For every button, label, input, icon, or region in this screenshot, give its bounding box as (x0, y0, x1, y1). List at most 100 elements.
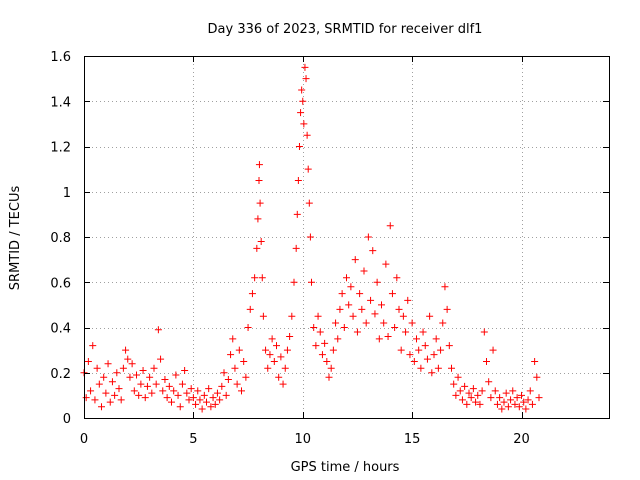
data-point (419, 328, 427, 336)
data-point (141, 394, 149, 402)
data-point (113, 369, 121, 377)
data-point (367, 296, 375, 304)
data-point (463, 400, 471, 408)
data-point (205, 385, 213, 393)
data-point (273, 342, 280, 350)
data-point (498, 405, 506, 413)
data-point (417, 364, 425, 372)
data-point (393, 274, 401, 282)
data-point (135, 391, 143, 399)
data-point (255, 176, 263, 184)
data-point (266, 351, 274, 359)
data-point (84, 357, 92, 365)
data-point (203, 398, 210, 406)
data-point (93, 364, 101, 372)
data-point (415, 346, 423, 354)
data-point (325, 373, 333, 381)
data-point (323, 357, 331, 365)
data-point (515, 403, 523, 411)
data-point (345, 301, 353, 309)
data-point (362, 319, 370, 327)
y-tick-label: 1.6 (50, 50, 71, 65)
data-point (194, 387, 202, 395)
data-point (496, 394, 504, 402)
data-point (504, 403, 512, 411)
axis-ticks (84, 56, 609, 419)
data-point (358, 305, 366, 313)
data-point (443, 305, 451, 313)
data-point (115, 385, 123, 393)
data-point (262, 346, 270, 354)
y-tick-label: 1.2 (50, 141, 71, 156)
data-point (302, 75, 310, 83)
data-point (402, 328, 410, 336)
data-point (369, 247, 377, 255)
data-point (487, 394, 495, 402)
data-point (520, 398, 528, 406)
data-point (347, 283, 355, 291)
data-point (100, 373, 108, 381)
data-point (220, 369, 228, 377)
data-point (318, 351, 326, 359)
data-points (80, 63, 543, 413)
data-point (373, 278, 381, 286)
data-point (146, 373, 154, 381)
data-point (371, 310, 379, 318)
y-tick-label: 0.4 (50, 322, 71, 337)
data-point (124, 355, 132, 363)
data-point (119, 364, 127, 372)
data-point (82, 394, 90, 402)
data-point (522, 405, 530, 413)
data-point (143, 382, 151, 390)
data-point (277, 353, 285, 361)
data-point (148, 389, 156, 397)
data-point (168, 398, 175, 406)
plot-frame (84, 56, 610, 419)
data-point (95, 380, 103, 388)
data-point (483, 357, 490, 365)
data-point (133, 371, 140, 379)
data-point (251, 274, 259, 282)
data-point (426, 312, 434, 320)
data-point (176, 403, 184, 411)
data-point (310, 324, 318, 331)
data-point (334, 335, 342, 343)
data-point (152, 380, 160, 388)
data-point (227, 351, 235, 359)
data-point (384, 333, 392, 341)
data-point (224, 376, 232, 384)
data-point (474, 391, 482, 399)
data-point (485, 378, 493, 386)
data-point (531, 357, 539, 365)
data-point (102, 389, 110, 397)
data-point (437, 346, 445, 354)
data-point (454, 373, 462, 381)
data-point (535, 394, 543, 402)
data-point (222, 391, 230, 399)
data-point (321, 339, 329, 347)
data-point (509, 387, 517, 395)
data-point (258, 274, 266, 282)
data-point (209, 394, 217, 402)
data-point (434, 364, 442, 372)
data-point (126, 373, 134, 381)
data-point (238, 387, 245, 395)
data-point (297, 109, 305, 117)
data-point (397, 346, 405, 354)
data-point (172, 371, 180, 379)
data-point (298, 86, 306, 94)
data-point (399, 312, 407, 320)
data-point (329, 346, 337, 354)
data-point (351, 256, 359, 264)
data-point (233, 380, 241, 388)
x-tick-label: 20 (513, 432, 530, 447)
data-point (441, 283, 449, 291)
data-point (187, 385, 195, 393)
data-point (404, 296, 412, 304)
data-point (432, 335, 440, 343)
data-point (268, 335, 276, 343)
data-point (248, 290, 256, 298)
data-point (472, 398, 480, 406)
data-point (388, 290, 396, 298)
